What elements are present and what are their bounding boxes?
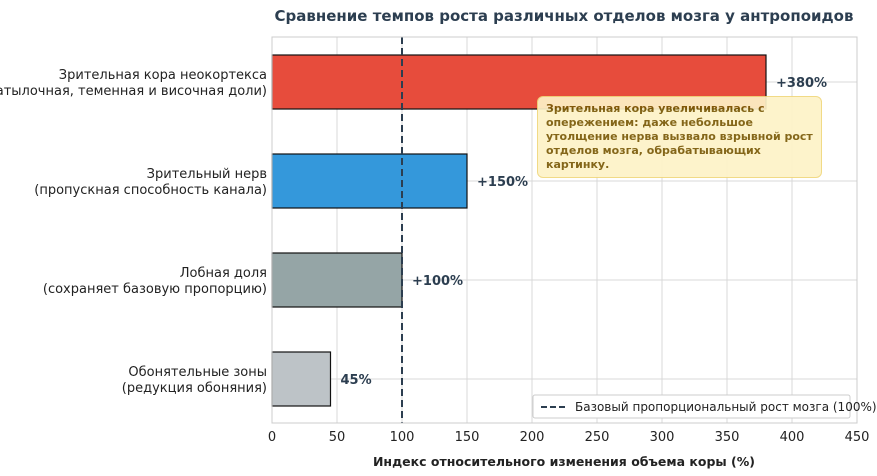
bars <box>271 54 767 407</box>
data-label: 45% <box>341 373 372 388</box>
x-tick-labels: 0 50 100 150 200 250 300 350 400 450 <box>268 430 870 445</box>
category-label: Обонятельные зоны (редукция обоняния) <box>122 365 267 396</box>
x-tick-label: 150 <box>455 430 480 445</box>
x-tick-label: 200 <box>520 430 545 445</box>
category-label: Лобная доля (сохраняет базовую пропорцию) <box>43 266 267 297</box>
x-tick-label: 100 <box>390 430 415 445</box>
category-label: Зрительная кора неокортекса (затылочная, … <box>0 68 267 99</box>
annotation-box: Зрительная кора увеличивалась с опережен… <box>537 96 822 178</box>
x-tick-label: 400 <box>780 430 805 445</box>
data-label: +380% <box>776 76 827 91</box>
category-labels: Зрительная кора неокортекса (затылочная, … <box>0 68 267 396</box>
x-tick-label: 350 <box>715 430 740 445</box>
bar <box>271 252 403 308</box>
legend-box <box>532 394 851 419</box>
x-tick-label: 250 <box>585 430 610 445</box>
x-tick-label: 300 <box>650 430 675 445</box>
data-label: +100% <box>412 274 463 289</box>
data-labels: +380% +150% +100% 45% <box>341 76 828 388</box>
legend: Базовый пропорциональный рост мозга (100… <box>532 394 877 419</box>
data-label: +150% <box>477 175 528 190</box>
legend-label: Базовый пропорциональный рост мозга (100… <box>575 400 877 414</box>
bar <box>271 351 332 407</box>
chart-title: Сравнение темпов роста различных отделов… <box>275 7 854 25</box>
x-axis-label: Индекс относительного изменения объема к… <box>373 454 755 469</box>
x-tick-label: 0 <box>268 430 276 445</box>
category-label: Зрительный нерв (пропускная способность к… <box>34 167 267 198</box>
bar <box>271 153 468 209</box>
plot-frame <box>271 36 858 424</box>
x-tick-label: 50 <box>329 430 346 445</box>
x-tick-label: 450 <box>845 430 870 445</box>
